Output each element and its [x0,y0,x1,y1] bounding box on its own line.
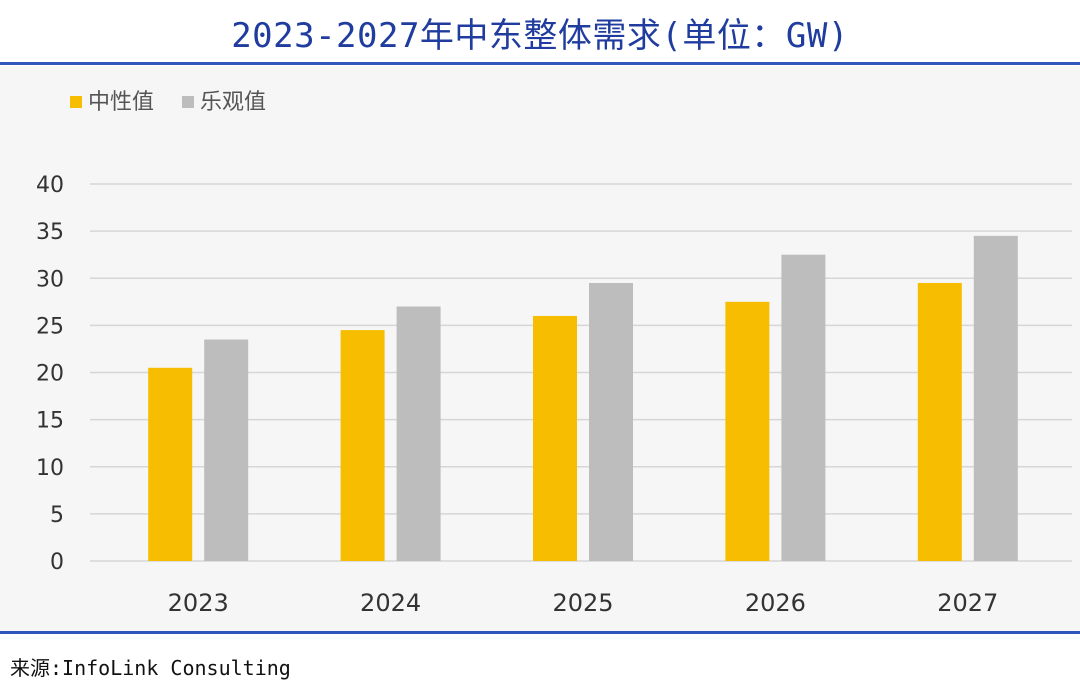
x-tick-label: 2027 [937,589,998,617]
bar [533,315,577,561]
x-tick-label: 2023 [168,589,229,617]
legend-label: 中性值 [88,90,154,115]
y-tick-label: 20 [36,362,64,387]
bar [725,301,770,561]
bar [781,254,826,561]
bar [589,282,633,561]
x-tick-label: 2026 [745,589,806,617]
y-tick-label: 0 [50,550,64,575]
x-tick-label: 2025 [552,589,613,617]
bar [973,235,1018,561]
bar [340,330,385,561]
legend-swatch [70,96,82,108]
bar [396,306,441,561]
chart-title: 2023-2027年中东整体需求(单位：GW) [231,16,849,56]
y-tick-label: 40 [36,173,64,198]
y-tick-label: 10 [36,456,64,481]
y-tick-label: 15 [36,409,64,434]
y-tick-label: 30 [36,267,64,292]
y-tick-label: 25 [36,314,64,339]
legend-swatch [182,96,194,108]
source-note: 来源:InfoLink Consulting [10,656,291,680]
bar [148,367,193,561]
footer-divider [0,631,1080,634]
x-tick-label: 2024 [360,589,421,617]
legend-label: 乐观值 [200,90,266,115]
y-tick-label: 35 [36,220,64,245]
bar [917,282,962,561]
bar [204,339,249,561]
title-divider [0,62,1080,65]
y-tick-label: 5 [50,503,64,528]
